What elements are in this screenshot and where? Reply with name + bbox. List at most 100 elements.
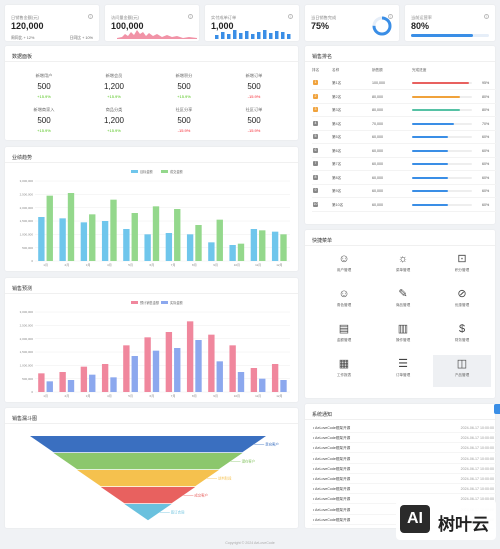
notice-date: 2024-06-17 10:00:00 (460, 456, 494, 461)
y-tick-label: 2,000,000 (20, 206, 34, 210)
rank-amount: 100,000 (372, 81, 385, 85)
money-bag-icon: $ (458, 323, 466, 335)
camera-icon: ⊡ (457, 253, 467, 265)
chart-bar (250, 368, 258, 392)
notice-item[interactable]: • AeLoveCode框架开源 2024-06-17 10:00:00 (312, 423, 496, 433)
stat-label: 社区订单 (245, 107, 263, 112)
ranking-row[interactable]: 6 第6名 60,000 60% (312, 145, 496, 158)
stat-label: 新增积分 (175, 73, 193, 78)
ranking-row[interactable]: 5 第5名 60,000 60% (312, 131, 496, 144)
rank-name: 第2名 (332, 94, 342, 99)
notice-date: 2024-06-17 10:00:00 (461, 497, 494, 501)
ranking-row[interactable]: 3 第3名 80,000 80% (312, 104, 496, 117)
chart-bar (237, 243, 245, 261)
chart-bar (208, 334, 215, 392)
chart-bar (46, 381, 53, 392)
chart-bar (271, 231, 279, 261)
quick-item-6[interactable]: ⊘ 优惠管理 (433, 285, 491, 317)
stat-label: 新增订单 (245, 73, 263, 78)
kpi-value: 1,000 (211, 21, 234, 31)
quick-item-label: 订单管理 (395, 373, 411, 377)
rank-progress-track (412, 163, 472, 165)
quick-item-5[interactable]: ✎ 商品管理 (374, 285, 432, 317)
quick-item-1[interactable]: ☺ 用户管理 (315, 250, 373, 282)
notice-item[interactable]: • AeLoveCode框架开源 2024-06-17 10:00:00 (312, 474, 496, 484)
kpi-mini-bar (227, 34, 231, 39)
info-icon[interactable]: ! (188, 14, 193, 19)
quick-item-12[interactable]: ◫ 产品管理 (433, 355, 491, 387)
side-tab-button[interactable] (494, 404, 500, 414)
ranking-row[interactable]: 2 第2名 80,000 80% (312, 91, 496, 104)
kpi-mini-bar (275, 31, 279, 39)
x-tick-label: 12月 (276, 394, 282, 398)
notice-item[interactable]: • AeLoveCode框架开源 2024-06-17 10:00:00 (312, 484, 496, 495)
rank-badge: 7 (313, 161, 318, 166)
quick-item-4[interactable]: ☺ 角色管理 (315, 285, 373, 317)
quick-item-10[interactable]: ▦ 工作报表 (315, 355, 373, 387)
notice-item[interactable]: • AeLoveCode框架开源 2024-06-17 10:00:00 (312, 433, 496, 444)
stat-rate: +15.9% (107, 94, 121, 99)
kpi-label: 当前运营率 (411, 15, 432, 20)
info-icon[interactable]: ! (288, 14, 293, 19)
info-icon[interactable]: ! (88, 14, 93, 19)
x-tick-label: 12月 (276, 263, 282, 267)
quick-item-3[interactable]: ⊡ 积分管理 (433, 250, 491, 282)
kpi-mini-bar (221, 32, 225, 39)
rank-progress-fill (412, 136, 448, 138)
ranking-row[interactable]: 4 第4名 70,000 70% (312, 118, 496, 131)
rank-percent: 60% (482, 189, 490, 193)
rank-name: 第3名 (332, 108, 342, 112)
rank-badge: 3 (313, 107, 318, 112)
chart-bar (152, 206, 160, 261)
chart-bar (195, 340, 202, 392)
stat-label: 商品分类 (105, 107, 123, 112)
notice-item[interactable]: • AeLoveCode框架开源 2024-06-17 10:00:00 (312, 464, 496, 474)
info-icon[interactable]: ! (388, 14, 393, 19)
rank-progress-fill (412, 176, 448, 179)
info-icon[interactable]: ! (484, 14, 489, 19)
rank-amount: 60,000 (372, 162, 383, 166)
quick-item-7[interactable]: ▤ 金额管理 (315, 320, 373, 352)
rank-name: 第7名 (332, 162, 342, 166)
ranking-row[interactable]: 10 第10名 60,000 60% (312, 199, 496, 212)
chart-bar (144, 337, 151, 392)
stat-item: 社区订单 500 -15.9% (225, 107, 283, 133)
rank-percent: 60% (482, 162, 490, 166)
notice-item[interactable]: • AeLoveCode框架开源 2024-06-17 10:00:00 (312, 443, 496, 454)
ranking-row[interactable]: 1 第1名 100,000 95% (312, 77, 496, 90)
notice-item[interactable]: • AeLoveCode框架开源 2024-06-17 10:00:00 (312, 454, 496, 464)
rank-percent: 80% (482, 108, 490, 112)
chart-bar (280, 234, 287, 261)
chart-bar (38, 373, 45, 392)
panel-title: 销售漏斗图 (5, 408, 298, 424)
rank-amount: 60,000 (372, 175, 383, 180)
kpi-mini-bar (263, 30, 267, 39)
chart-bar (186, 234, 194, 261)
ranking-row[interactable]: 8 第8名 60,000 60% (312, 172, 496, 185)
rank-name: 第5名 (332, 135, 342, 139)
x-tick-label: 11月 (255, 263, 261, 267)
stat-value: 500 (177, 116, 191, 125)
quick-item-label: 用户管理 (336, 268, 352, 272)
quick-item-8[interactable]: ▥ 操作管理 (374, 320, 432, 352)
ranking-row[interactable]: 7 第7名 60,000 60% (312, 158, 496, 171)
rank-progress-fill (412, 82, 469, 84)
ranking-row[interactable]: 9 第9名 60,000 60% (312, 185, 496, 198)
quick-item-2[interactable]: ☼ 菜单管理 (374, 250, 432, 282)
rank-amount: 80,000 (372, 108, 383, 112)
notice-text: • AeLoveCode框架开源 (313, 477, 351, 481)
rank-badge: 9 (313, 188, 318, 193)
stat-rate: +15.9% (107, 128, 121, 133)
forecast-chart-panel: 销售预测 0 500,000 1,000,000 1,500,000 2,000,000… (5, 278, 298, 402)
y-tick-label: 2,500,000 (20, 193, 34, 197)
quick-item-11[interactable]: ☰ 订单管理 (374, 355, 432, 387)
x-tick-label: 11月 (255, 394, 261, 398)
rank-progress-track (412, 82, 472, 84)
stat-value: 500 (247, 82, 261, 91)
quick-item-9[interactable]: $ 财务管理 (433, 320, 491, 352)
rank-progress-track (412, 122, 472, 125)
chart-bar (59, 218, 66, 261)
kpi-mini-bar (257, 32, 261, 39)
brand-badge: AI 树叶云 (396, 500, 496, 540)
stat-item: 新增会员 1,200 +15.9% (85, 73, 143, 99)
